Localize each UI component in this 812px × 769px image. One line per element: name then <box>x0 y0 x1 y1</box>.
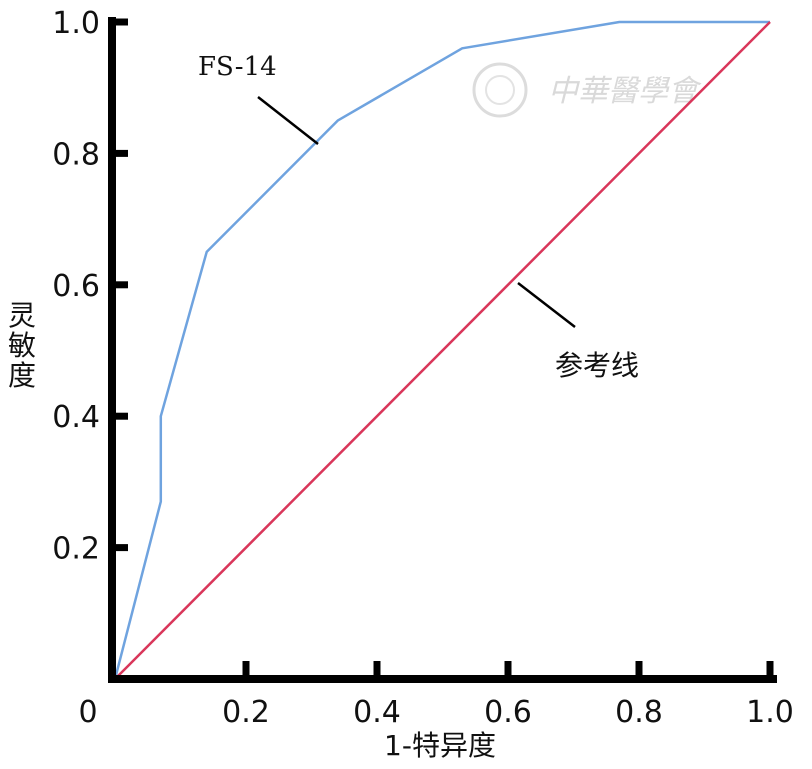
x-axis-title: 1-特异度 <box>384 729 496 762</box>
series-line-reference <box>114 21 771 680</box>
y-tick-label: 0.8 <box>52 137 100 172</box>
series-line-fs14 <box>113 20 770 680</box>
x-tick-label: 0.8 <box>615 695 663 730</box>
y-axis-title: 灵敏度 <box>8 299 36 392</box>
x-tick-label: 0 <box>78 695 97 730</box>
x-tick-label: 0.4 <box>353 695 401 730</box>
y-axis-title-char: 灵 <box>8 299 36 332</box>
series-layer <box>113 20 771 680</box>
x-tick-label: 1.0 <box>746 695 794 730</box>
y-tick-label: 0.4 <box>52 400 100 435</box>
annotation-reference-line: 参考线 <box>555 349 639 382</box>
watermark-seal-inner <box>485 75 515 105</box>
annotation-reference-leader <box>517 282 576 328</box>
y-axis-title-char: 敏 <box>8 329 36 362</box>
y-axis-title-char: 度 <box>8 359 36 392</box>
tick-layer: 0 0.2 0.4 0.6 0.8 1.0 0.2 0.4 0.6 0.8 1.0 <box>52 6 794 730</box>
x-tick-label: 0.2 <box>222 695 270 730</box>
y-tick-label: 0.2 <box>52 532 100 567</box>
y-tick-label: 0.6 <box>52 269 100 304</box>
watermark-text: 中華醫學會 <box>548 74 702 109</box>
annotation-fs14: FS-14 <box>198 52 277 82</box>
watermark-seal-icon <box>472 62 528 118</box>
watermark: 中華醫學會 <box>472 62 702 118</box>
y-tick-label: 1.0 <box>52 6 100 41</box>
x-tick-label: 0.6 <box>484 695 532 730</box>
annotation-fs14-leader <box>257 96 319 145</box>
